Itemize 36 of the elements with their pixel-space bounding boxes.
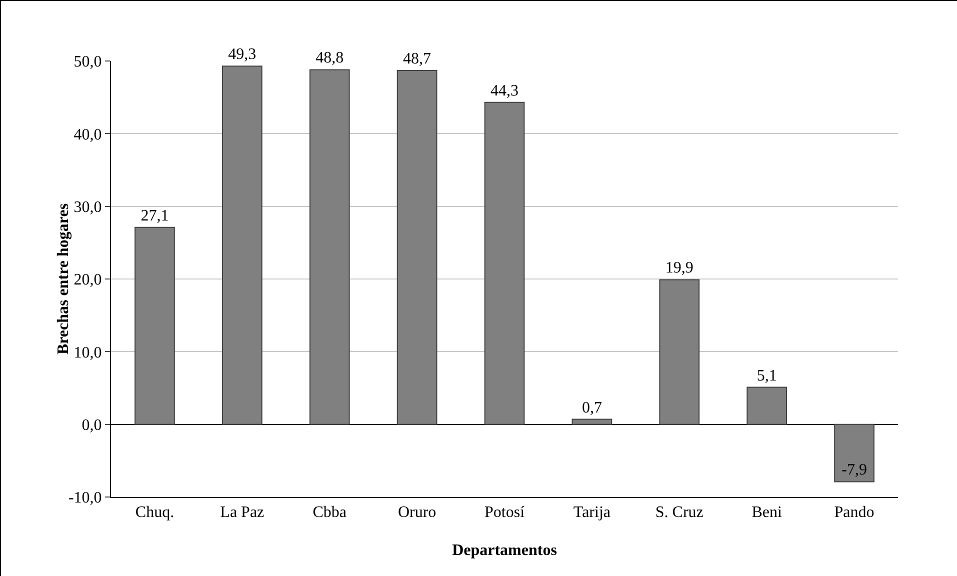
bar: [222, 66, 262, 425]
x-tick-label: Oruro: [398, 504, 436, 522]
x-tick-label: Cbba: [312, 504, 346, 522]
x-tick-label: La Paz: [220, 504, 264, 522]
x-tick-label: Chuq.: [135, 504, 174, 522]
y-tick-label: 20,0: [74, 272, 102, 289]
bar: [134, 226, 175, 425]
x-tick-label: Potosí: [484, 504, 526, 522]
x-tick-label: S. Cruz: [655, 504, 704, 522]
bar: [572, 418, 612, 425]
y-axis-title: Brechas entre hogares: [54, 203, 72, 355]
y-tick-label: 10,0: [74, 344, 102, 362]
x-tick-label: Tarija: [573, 504, 610, 522]
data-label: 48,7: [403, 50, 432, 68]
x-tick-label: Beni: [752, 504, 782, 522]
y-tick-label: 50,0: [74, 54, 102, 71]
data-label: 49,3: [228, 46, 256, 64]
bar: [396, 70, 438, 425]
data-label: 19,9: [665, 260, 694, 277]
bar: [746, 386, 788, 425]
data-label: -7,9: [842, 462, 867, 479]
bar: [659, 279, 700, 425]
x-tick-label: Pando: [834, 504, 874, 522]
data-label: 44,3: [490, 82, 518, 100]
y-tick-label: 0,0: [82, 416, 102, 434]
data-label: 5,1: [756, 367, 777, 384]
bar: [484, 102, 525, 425]
x-axis-title: Departamentos: [452, 542, 557, 559]
data-label: 48,8: [316, 50, 344, 67]
data-label: 27,1: [140, 207, 169, 224]
bar: [834, 424, 874, 482]
y-tick-label: 30,0: [74, 198, 102, 216]
bar: [309, 69, 350, 425]
data-label: 0,7: [582, 399, 602, 416]
y-tick-label: 40,0: [74, 126, 102, 144]
y-tick-label: -10,0: [68, 490, 102, 507]
